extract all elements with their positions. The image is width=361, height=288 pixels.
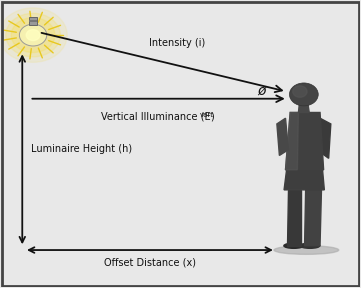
Text: Intensity (i): Intensity (i) [149, 37, 205, 48]
Polygon shape [320, 118, 331, 158]
Circle shape [290, 83, 318, 106]
Text: Offset Distance (x): Offset Distance (x) [104, 257, 196, 267]
Circle shape [26, 30, 40, 41]
Text: ): ) [210, 112, 214, 122]
Bar [29, 17, 37, 25]
Polygon shape [287, 190, 301, 246]
Circle shape [19, 24, 47, 46]
Polygon shape [277, 118, 288, 156]
Ellipse shape [284, 243, 304, 248]
Polygon shape [299, 105, 309, 113]
Polygon shape [284, 170, 324, 190]
Circle shape [11, 18, 55, 52]
Circle shape [293, 86, 307, 97]
Ellipse shape [274, 246, 339, 254]
Circle shape [0, 8, 67, 62]
Polygon shape [286, 113, 299, 170]
Circle shape [6, 13, 60, 57]
Text: Vertical Illuminance (E: Vertical Illuminance (E [100, 112, 210, 122]
Text: Luminaire Height (h): Luminaire Height (h) [31, 144, 132, 154]
Polygon shape [286, 113, 323, 170]
Text: ø: ø [257, 84, 266, 98]
Bar [29, 20, 37, 22]
Ellipse shape [300, 243, 320, 248]
Polygon shape [305, 190, 321, 246]
Text: vert: vert [200, 112, 214, 118]
